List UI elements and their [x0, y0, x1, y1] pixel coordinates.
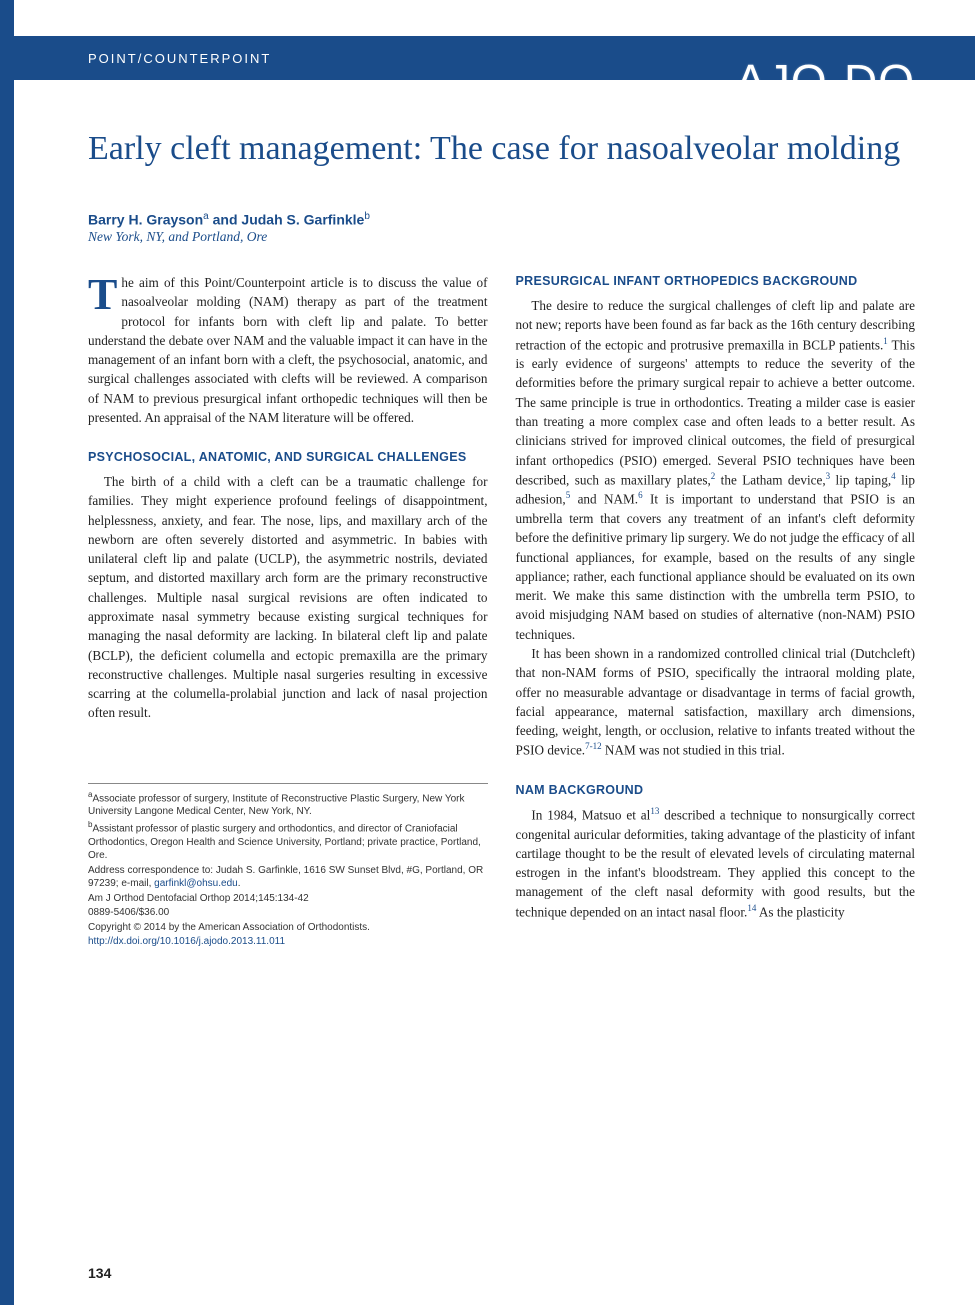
psych-body: The birth of a child with a cleft can be…	[88, 472, 488, 722]
psio-p1-pre: The desire to reduce the surgical challe…	[516, 298, 916, 352]
section-label: POINT/COUNTERPOINT	[88, 51, 271, 66]
psych-p1: The birth of a child with a cleft can be…	[88, 472, 488, 722]
ref-14: 14	[747, 903, 756, 913]
heading-psio: PRESURGICAL INFANT ORTHOPEDICS BACKGROUN…	[516, 273, 916, 290]
intro-paragraph: The aim of this Point/Counterpoint artic…	[88, 273, 488, 427]
footnote-correspondence: Address correspondence to: Judah S. Garf…	[88, 864, 488, 891]
footnote-b: bAssistant professor of plastic surgery …	[88, 820, 488, 863]
footnote-copyright: Copyright © 2014 by the American Associa…	[88, 921, 488, 935]
psio-p2-post: NAM was not studied in this trial.	[602, 743, 785, 758]
affil-sup-a: a	[203, 211, 209, 222]
left-edge-strip	[0, 0, 14, 1305]
footnote-issn: 0889-5406/$36.00	[88, 906, 488, 920]
footnotes-block: aAssociate professor of surgery, Institu…	[88, 783, 488, 949]
psio-p1-post: This is early evidence of surgeons' atte…	[516, 337, 916, 487]
nam-body: In 1984, Matsuo et al13 described a tech…	[516, 805, 916, 921]
author-and: and	[213, 211, 242, 227]
heading-nam: NAM BACKGROUND	[516, 782, 916, 799]
article-title: Early cleft management: The case for nas…	[88, 128, 915, 171]
nam-p1-pre: In 1984, Matsuo et al	[531, 807, 650, 822]
ref-13: 13	[650, 806, 659, 816]
author-line: Barry H. Graysona and Judah S. Garfinkle…	[88, 211, 915, 228]
affil-sup-b: b	[364, 211, 370, 222]
journal-logo: AJO-DO	[735, 54, 915, 108]
footnote-citation: Am J Orthod Dentofacial Orthop 2014;145:…	[88, 892, 488, 906]
author-2: Judah S. Garfinkle	[241, 211, 364, 227]
psio-p2: It has been shown in a randomized contro…	[516, 644, 916, 760]
right-column: PRESURGICAL INFANT ORTHOPEDICS BACKGROUN…	[516, 273, 916, 950]
footnote-b-text: Assistant professor of plastic surgery a…	[88, 823, 481, 861]
psio-p1-m5: and NAM.	[570, 492, 638, 507]
corr-email-link[interactable]: garfinkl@ohsu.edu	[154, 878, 238, 889]
page-number: 134	[88, 1265, 111, 1281]
ref-7-12: 7-12	[585, 741, 602, 751]
corr-pre: Address correspondence to: Judah S. Garf…	[88, 865, 483, 890]
nam-p1: In 1984, Matsuo et al13 described a tech…	[516, 805, 916, 921]
author-location: New York, NY, and Portland, Ore	[88, 229, 915, 245]
psio-p2-pre: It has been shown in a randomized contro…	[516, 646, 916, 758]
psio-body: The desire to reduce the surgical challe…	[516, 296, 916, 760]
left-column: The aim of this Point/Counterpoint artic…	[88, 273, 488, 950]
footnote-doi-link[interactable]: http://dx.doi.org/10.1016/j.ajodo.2013.1…	[88, 936, 285, 947]
header-bar: POINT/COUNTERPOINT AJO-DO	[0, 36, 975, 80]
psio-p1: The desire to reduce the surgical challe…	[516, 296, 916, 644]
footnote-a: aAssociate professor of surgery, Institu…	[88, 790, 488, 819]
psio-p1-m3: lip taping,	[830, 472, 891, 487]
psio-p1-m2: the Latham device,	[715, 472, 825, 487]
dropcap: T	[88, 273, 121, 313]
nam-p1-mid: described a technique to nonsurgically c…	[516, 807, 916, 919]
intro-text: he aim of this Point/Counterpoint articl…	[88, 275, 488, 425]
psio-p1-tail: It is important to understand that PSIO …	[516, 492, 916, 642]
author-1: Barry H. Grayson	[88, 211, 203, 227]
nam-p1-post: As the plasticity	[756, 904, 844, 919]
two-column-layout: The aim of this Point/Counterpoint artic…	[88, 273, 915, 950]
corr-post: .	[238, 878, 241, 889]
page-content: Early cleft management: The case for nas…	[88, 128, 915, 1265]
footnote-a-text: Associate professor of surgery, Institut…	[88, 793, 464, 818]
heading-psychosocial: PSYCHOSOCIAL, ANATOMIC, AND SURGICAL CHA…	[88, 449, 488, 466]
